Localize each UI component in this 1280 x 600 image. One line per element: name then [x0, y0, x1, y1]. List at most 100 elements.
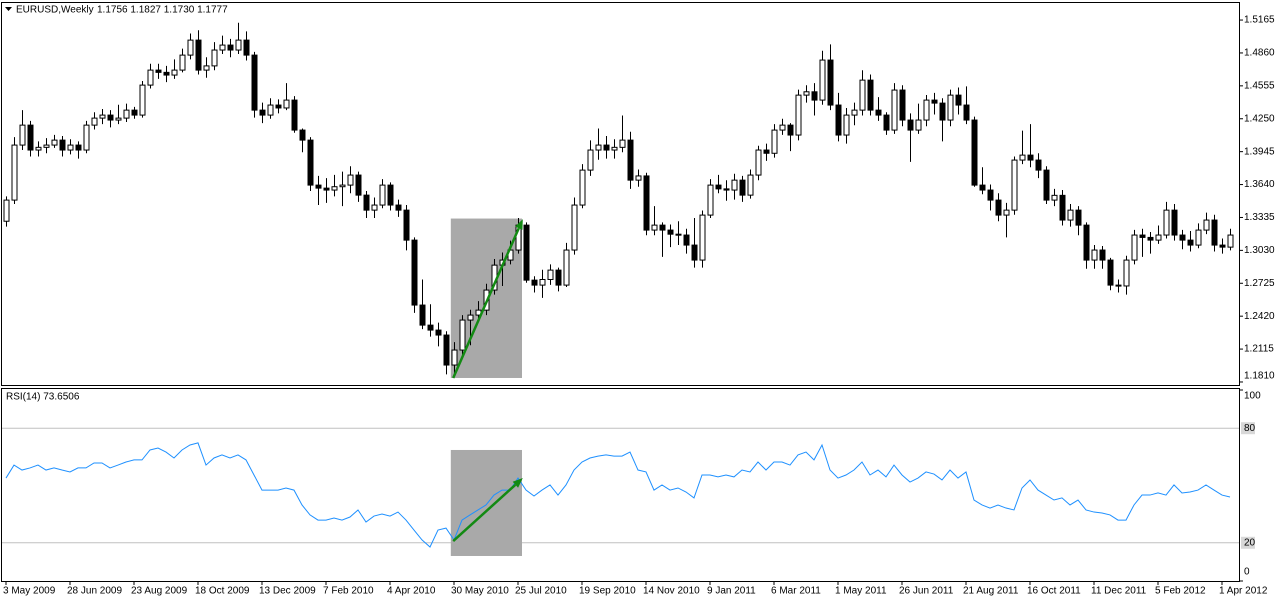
candle-body	[891, 89, 898, 131]
x-tick-label: 9 Jan 2011	[707, 586, 756, 597]
y-tick-label: 1.3335	[1244, 212, 1275, 223]
x-tick-label: 6 Mar 2011	[771, 586, 821, 597]
candle-body	[459, 319, 466, 351]
candle-body	[219, 44, 226, 51]
candle-body	[843, 114, 850, 136]
candle-body	[75, 144, 82, 151]
x-tick-label: 26 Jun 2011	[899, 586, 954, 597]
candle-body	[539, 278, 546, 286]
candle-body	[243, 39, 250, 56]
y-tick-label: 100	[1244, 391, 1261, 402]
candle-body	[979, 184, 986, 191]
x-tick-label: 4 Apr 2010	[387, 586, 436, 597]
symbol-title: EURUSD,Weekly	[16, 5, 94, 16]
x-tick-label: 23 Aug 2009	[131, 586, 188, 597]
candle-body	[1075, 209, 1082, 226]
candle-body	[955, 94, 962, 106]
candle-body	[139, 84, 146, 116]
candle-body	[899, 89, 906, 121]
level-label-box	[1241, 536, 1255, 549]
y-tick-label: 1.3640	[1244, 179, 1275, 190]
highlight-rectangle	[450, 449, 522, 556]
x-tick-label: 19 Sep 2010	[579, 586, 636, 597]
candle-body	[555, 269, 562, 286]
candle-body	[99, 114, 106, 119]
x-tick-label: 16 Oct 2011	[1027, 586, 1081, 597]
candle-body	[947, 94, 954, 121]
x-tick-label: 7 Feb 2010	[323, 586, 374, 597]
rsi-line	[5, 442, 1231, 548]
candle-body	[1187, 239, 1194, 246]
candle-body	[1051, 194, 1058, 201]
y-tick-label: 20	[1244, 537, 1256, 548]
candle-body	[707, 184, 714, 216]
candle-body	[251, 54, 258, 111]
candle-body	[299, 129, 306, 141]
menu-triangle[interactable]	[5, 7, 12, 11]
candle-body	[923, 99, 930, 121]
candle-body	[1179, 234, 1186, 241]
candle-body	[195, 39, 202, 71]
candle-body	[427, 324, 434, 331]
candle-body	[651, 224, 658, 231]
candle-body	[19, 124, 26, 146]
candle-body	[691, 244, 698, 261]
y-tick-label: 1.2725	[1244, 278, 1275, 289]
candle-body	[315, 184, 322, 189]
candle-body	[587, 149, 594, 171]
candle-body	[59, 139, 66, 151]
candle-body	[1035, 159, 1042, 171]
candle-body	[523, 224, 530, 281]
candle-body	[163, 71, 170, 76]
candle-body	[1011, 159, 1018, 211]
arrow-head	[512, 478, 523, 488]
candle-body	[635, 175, 642, 181]
candle-body	[531, 279, 538, 286]
candle-body	[971, 119, 978, 186]
candle-body	[1027, 154, 1034, 161]
candle-body	[995, 199, 1002, 216]
x-tick-label: 18 Oct 2009	[195, 586, 250, 597]
candle-body	[563, 249, 570, 286]
trend-arrow	[452, 227, 520, 379]
candle-body	[211, 49, 218, 67]
candle-body	[963, 104, 970, 121]
candle-body	[395, 204, 402, 211]
candle-body	[987, 189, 994, 201]
candle-body	[1107, 259, 1114, 286]
candle-body	[419, 304, 426, 326]
candle-body	[67, 144, 74, 151]
x-tick-label: 14 Nov 2010	[643, 586, 700, 597]
x-tick-label: 13 Dec 2009	[259, 586, 316, 597]
candle-body	[699, 214, 706, 261]
y-tick-label: 1.4555	[1244, 80, 1275, 91]
candle-body	[931, 99, 938, 104]
candle-body	[739, 179, 746, 196]
x-tick-label: 28 Jun 2009	[67, 586, 122, 597]
candle-body	[259, 109, 266, 116]
candle-body	[1195, 229, 1202, 246]
candle-body	[43, 144, 50, 148]
candle-body	[107, 114, 114, 121]
candle-body	[379, 184, 386, 206]
candle-body	[131, 109, 138, 116]
candle-body	[387, 184, 394, 206]
candle-body	[443, 334, 450, 366]
candle-body	[683, 234, 690, 246]
plot-area: 1.5165 1.4860 1.4555 1.4250 1.3945 1.3640 1.33…	[2, 15, 1275, 597]
y-tick-label: 1.2420	[1244, 311, 1275, 322]
candle-body	[1227, 234, 1234, 248]
candle-body	[779, 124, 786, 131]
x-tick-label: 1 Apr 2012	[1219, 586, 1268, 597]
candle-body	[1043, 169, 1050, 201]
y-tick-label: 1.3030	[1244, 245, 1275, 256]
candle-body	[91, 117, 98, 126]
y-tick-label: 0	[1244, 567, 1250, 578]
candle-body	[667, 229, 674, 235]
candle-body	[1163, 209, 1170, 236]
candle-body	[1211, 219, 1218, 246]
candle-body	[435, 329, 442, 336]
